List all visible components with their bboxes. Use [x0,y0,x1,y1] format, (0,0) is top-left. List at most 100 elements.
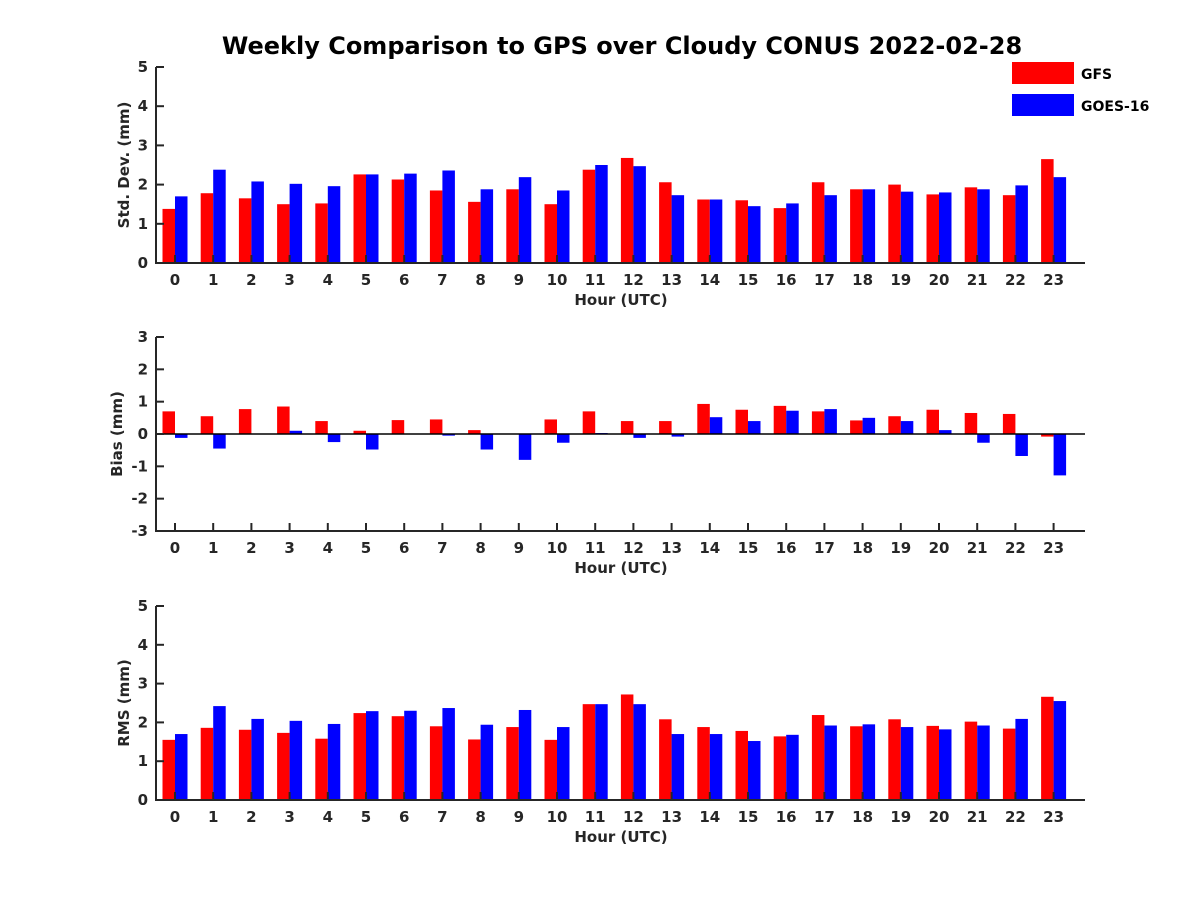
rms-xtick-label: 7 [437,808,447,826]
rms-bar-goes-16-hour-21 [977,725,990,800]
bias-ytick-label: 0 [138,425,148,443]
rms-xtick-label: 12 [623,808,644,826]
bias-bar-goes-16-hour-8 [480,434,494,450]
rms-bar-gfs-hour-9 [506,727,519,800]
std-dev-bar-gfs-hour-5 [353,174,366,263]
std-dev-bar-gfs-hour-22 [1002,195,1016,263]
std-dev-bar-gfs-hour-16 [773,208,787,263]
bias-xtick-label: 2 [246,539,256,557]
bias-bar-gfs-hour-7 [429,419,443,434]
std-dev-xtick-label: 18 [852,271,873,289]
bias-bar-gfs-hour-12 [620,421,634,434]
bias-bar-goes-16-hour-12 [633,434,646,438]
rms-xtick-label: 13 [661,808,682,826]
std-dev-xtick-label: 14 [699,271,720,289]
std-dev-bar-goes-16-hour-16 [786,203,799,263]
rms-bar-goes-16-hour-22 [1015,718,1028,800]
bias-xtick-label: 10 [547,539,568,557]
std-dev-bar-goes-16-hour-8 [480,189,494,263]
rms-bar-gfs-hour-8 [468,739,481,800]
rms-xtick-label: 8 [475,808,485,826]
rms-bar-gfs-hour-18 [850,726,863,800]
std-dev-bar-gfs-hour-9 [506,189,519,263]
rms-bar-goes-16-hour-10 [557,727,570,800]
rms-ytick-label: 2 [138,713,148,731]
std-dev-bar-goes-16-hour-9 [518,177,532,263]
bias-xtick-label: 15 [738,539,759,557]
rms-ytick-label: 0 [138,791,148,809]
std-dev-xtick-label: 6 [399,271,409,289]
std-dev-xtick-label: 7 [437,271,447,289]
std-dev-bar-gfs-hour-12 [620,157,634,263]
std-dev-bar-goes-16-hour-6 [404,173,417,263]
rms-xtick-label: 21 [967,808,988,826]
rms-bar-gfs-hour-22 [1002,728,1016,800]
std-dev-bar-goes-16-hour-12 [633,166,646,263]
bias-bar-gfs-hour-10 [544,419,557,434]
std-dev-bar-gfs-hour-13 [659,182,672,263]
rms-xtick-label: 17 [814,808,835,826]
bias-bar-gfs-hour-8 [468,430,481,434]
bias-xtick-label: 9 [514,539,524,557]
rms-bar-gfs-hour-20 [926,725,939,800]
rms-ytick-label: 4 [138,636,148,654]
bias-bar-gfs-hour-3 [277,406,290,434]
bias-bar-goes-16-hour-19 [900,421,914,434]
std-dev-bar-gfs-hour-17 [811,182,825,263]
std-dev-ylabel: Std. Dev. (mm) [115,102,133,229]
bias-bar-goes-16-hour-17 [824,409,837,434]
rms-xtick-label: 20 [929,808,950,826]
rms-bar-gfs-hour-13 [659,719,672,800]
bias-ytick-label: 3 [138,328,148,346]
rms-xtick-label: 2 [246,808,256,826]
bias-bar-gfs-hour-0 [162,411,175,434]
std-dev-xtick-label: 5 [361,271,371,289]
std-dev-xtick-label: 4 [323,271,333,289]
rms-bar-goes-16-hour-3 [289,720,303,800]
bias-ytick-label: -1 [131,457,148,475]
std-dev-xtick-label: 15 [738,271,759,289]
rms-xlabel: Hour (UTC) [574,828,667,846]
std-dev-bar-gfs-hour-20 [926,194,939,263]
bias-xlabel: Hour (UTC) [574,559,667,577]
bias-xtick-label: 3 [284,539,294,557]
std-dev-bar-gfs-hour-8 [468,201,481,263]
std-dev-bar-gfs-hour-7 [429,190,443,263]
bias-bar-goes-16-hour-1 [213,434,226,449]
rms-bar-gfs-hour-11 [582,704,596,800]
legend-swatch-goes16 [1012,94,1074,116]
std-dev-xlabel: Hour (UTC) [574,291,667,309]
std-dev-bar-gfs-hour-18 [850,189,863,263]
bias-bar-goes-16-hour-9 [518,434,532,460]
std-dev-xtick-label: 3 [284,271,294,289]
rms-bar-gfs-hour-16 [773,736,787,800]
std-dev-bar-goes-16-hour-18 [862,189,876,263]
bias-bar-goes-16-hour-22 [1015,434,1028,456]
std-dev-ytick-label: 2 [138,176,148,194]
bias-bar-goes-16-hour-5 [366,434,379,450]
rms-bar-gfs-hour-10 [544,739,557,800]
bias-bar-gfs-hour-20 [926,409,939,434]
std-dev-bar-gfs-hour-0 [162,208,175,263]
rms-ytick-label: 3 [138,675,148,693]
bias-bar-gfs-hour-13 [659,421,672,434]
std-dev-ytick-label: 4 [138,97,148,115]
std-dev-xtick-label: 17 [814,271,835,289]
rms-bar-gfs-hour-14 [697,727,710,800]
rms-xtick-label: 5 [361,808,371,826]
rms-bar-goes-16-hour-20 [939,729,952,800]
bias-bar-goes-16-hour-15 [748,421,761,434]
bias-bar-gfs-hour-22 [1002,413,1016,434]
bias-bar-gfs-hour-19 [888,416,901,434]
rms-xtick-label: 6 [399,808,409,826]
std-dev-bar-goes-16-hour-2 [251,181,264,263]
std-dev-bar-gfs-hour-11 [582,169,596,263]
std-dev-xtick-label: 22 [1005,271,1026,289]
rms-bar-goes-16-hour-14 [709,734,723,800]
std-dev-xtick-label: 10 [547,271,568,289]
rms-bar-goes-16-hour-12 [633,704,646,800]
bias-xtick-label: 21 [967,539,988,557]
bias-bar-gfs-hour-2 [238,409,252,434]
rms-xtick-label: 18 [852,808,873,826]
